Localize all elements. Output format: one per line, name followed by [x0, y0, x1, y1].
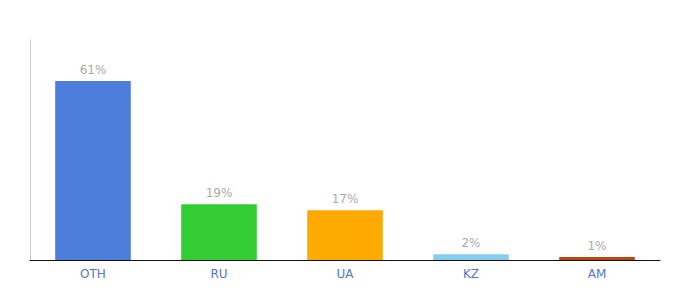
svg-text:KZ: KZ [463, 267, 479, 281]
svg-text:61%: 61% [80, 63, 107, 77]
svg-text:2%: 2% [461, 236, 480, 250]
svg-text:UA: UA [337, 267, 355, 281]
svg-text:1%: 1% [587, 239, 606, 253]
svg-text:RU: RU [210, 267, 227, 281]
svg-text:OTH: OTH [80, 267, 106, 281]
svg-text:19%: 19% [206, 186, 233, 200]
svg-text:AM: AM [588, 267, 607, 281]
svg-text:17%: 17% [332, 192, 359, 206]
